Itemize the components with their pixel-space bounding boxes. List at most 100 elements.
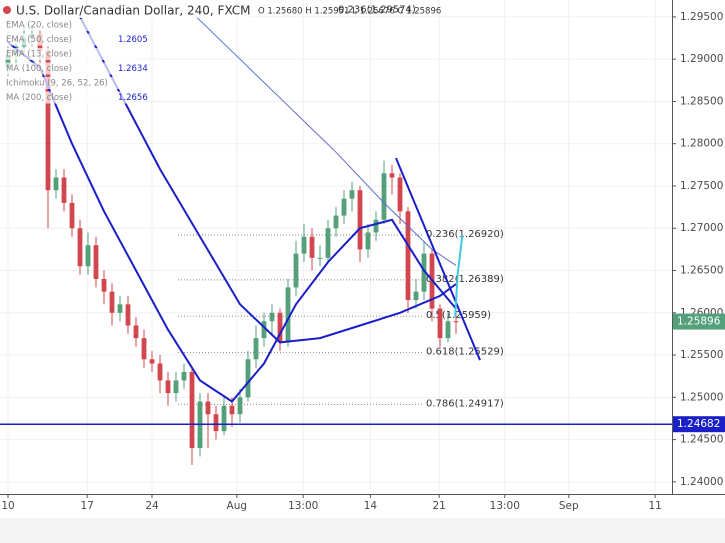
- price-tag: [673, 313, 725, 330]
- indicator-value: 1.2605: [118, 35, 148, 45]
- legend-bg: [2, 33, 137, 46]
- legend-bg: [2, 48, 137, 60]
- y-tick-label: 1.28000: [680, 138, 723, 150]
- candle-body: [413, 291, 419, 301]
- indicator-name: EMA (13, close): [6, 50, 72, 60]
- x-tick-label: 13:00: [288, 500, 318, 512]
- candle-body: [421, 253, 427, 292]
- y-tick-label: 1.25000: [680, 391, 723, 403]
- candle-body: [365, 232, 371, 250]
- moving-average: [79, 16, 457, 344]
- candle-body: [381, 173, 387, 220]
- candle-body: [301, 236, 307, 254]
- status-bar: [0, 518, 725, 543]
- overlay: U.S. Dollar/Canadian Dollar, 240, FXCM O…: [0, 2, 441, 104]
- y-tick-label: 1.28500: [680, 95, 723, 107]
- candle-body: [157, 363, 163, 381]
- candle-body: [349, 190, 355, 199]
- trendline: [454, 234, 464, 318]
- x-tick-label: 24: [145, 500, 159, 512]
- fib-label: 0.382(1.26389): [426, 274, 504, 285]
- candle-body: [357, 190, 363, 250]
- y-tick-label: 1.24000: [680, 476, 723, 488]
- y-tick-label: 1.25500: [680, 349, 723, 361]
- header-bg: [0, 2, 250, 18]
- candle-body: [221, 405, 227, 432]
- candle-body: [125, 304, 131, 326]
- candle-body: [285, 287, 291, 343]
- candle-body: [85, 245, 91, 267]
- moving-average: [191, 12, 457, 266]
- y-tick-label: 1.26500: [680, 265, 723, 277]
- x-tick-label: 10: [1, 500, 14, 512]
- x-tick-label: 14: [364, 500, 378, 512]
- x-tick-label: 13:00: [490, 500, 520, 512]
- candle-body: [165, 380, 171, 394]
- candle-body: [437, 308, 443, 339]
- candle-body: [53, 177, 59, 191]
- legend-bg: [2, 91, 137, 104]
- candle-body: [181, 371, 187, 381]
- x-tick-label: 17: [81, 500, 94, 512]
- legend-bg: [2, 19, 137, 31]
- price-tag-label: 1.25896: [677, 316, 721, 328]
- indicator-name: Ichimoku (9, 26, 52, 26): [6, 79, 108, 89]
- candle-body: [405, 211, 411, 301]
- candle-body: [453, 321, 459, 323]
- indicator-value: 1.2656: [118, 93, 148, 103]
- candle-body: [237, 397, 243, 415]
- candle-body: [245, 359, 251, 398]
- candle-body: [93, 245, 99, 279]
- fib-label: 0.786(1.24917): [426, 398, 504, 409]
- indicator-value: 1.2634: [118, 64, 148, 74]
- candle-body: [325, 228, 331, 258]
- y-tick-label: 1.29500: [680, 11, 723, 23]
- y-tick-label: 1.24500: [680, 434, 723, 446]
- y-tick-label: 1.27000: [680, 222, 723, 234]
- legend-bg: [2, 62, 137, 75]
- trendline: [395, 157, 481, 361]
- candle-body: [269, 312, 275, 322]
- fib-label: 0.236(1.26920): [426, 229, 504, 240]
- candle-body: [61, 177, 67, 203]
- fib-label: 0.618(1.25529): [426, 347, 504, 358]
- candle-body: [261, 321, 267, 339]
- price-tag: [673, 416, 725, 433]
- fib-label: 0.236(1.29574): [338, 5, 416, 16]
- candle-body: [117, 304, 123, 313]
- candle-body: [101, 278, 107, 292]
- legend-bg: [2, 77, 137, 89]
- candle-body: [77, 228, 83, 267]
- candle-body: [293, 253, 299, 288]
- x-tick-label: Aug: [227, 500, 248, 512]
- candle-body: [149, 359, 155, 364]
- candle-body: [341, 198, 347, 216]
- candle-body: [189, 371, 195, 449]
- x-tick-label: 21: [433, 500, 446, 512]
- candle-body: [253, 338, 259, 360]
- y-tick-label: 1.27500: [680, 180, 723, 192]
- candle-body: [317, 257, 323, 259]
- candle-body: [133, 325, 139, 339]
- candle-body: [277, 312, 283, 343]
- candle-body: [141, 338, 147, 360]
- indicator-name: EMA (20, close): [6, 21, 72, 31]
- candle-body: [389, 173, 395, 178]
- fib-label: 0.5(1.25959): [426, 310, 491, 321]
- indicator-name: EMA (50, close): [6, 35, 72, 45]
- candle-body: [5, 54, 11, 68]
- x-tick-label: 11: [649, 500, 662, 512]
- moving-average: [7, 41, 457, 403]
- symbol-title: U.S. Dollar/Canadian Dollar, 240, FXCM: [16, 4, 251, 18]
- candle-body: [397, 177, 403, 212]
- candle-body: [373, 219, 379, 233]
- candle-body: [45, 50, 51, 191]
- candle-body: [109, 291, 115, 313]
- x-tick-label: Sep: [559, 500, 579, 512]
- ohlc: O 1.25680 H 1.25951 L 1.25676 C 1.25896: [258, 7, 441, 17]
- candle-body: [213, 414, 219, 432]
- candle-body: [69, 202, 75, 229]
